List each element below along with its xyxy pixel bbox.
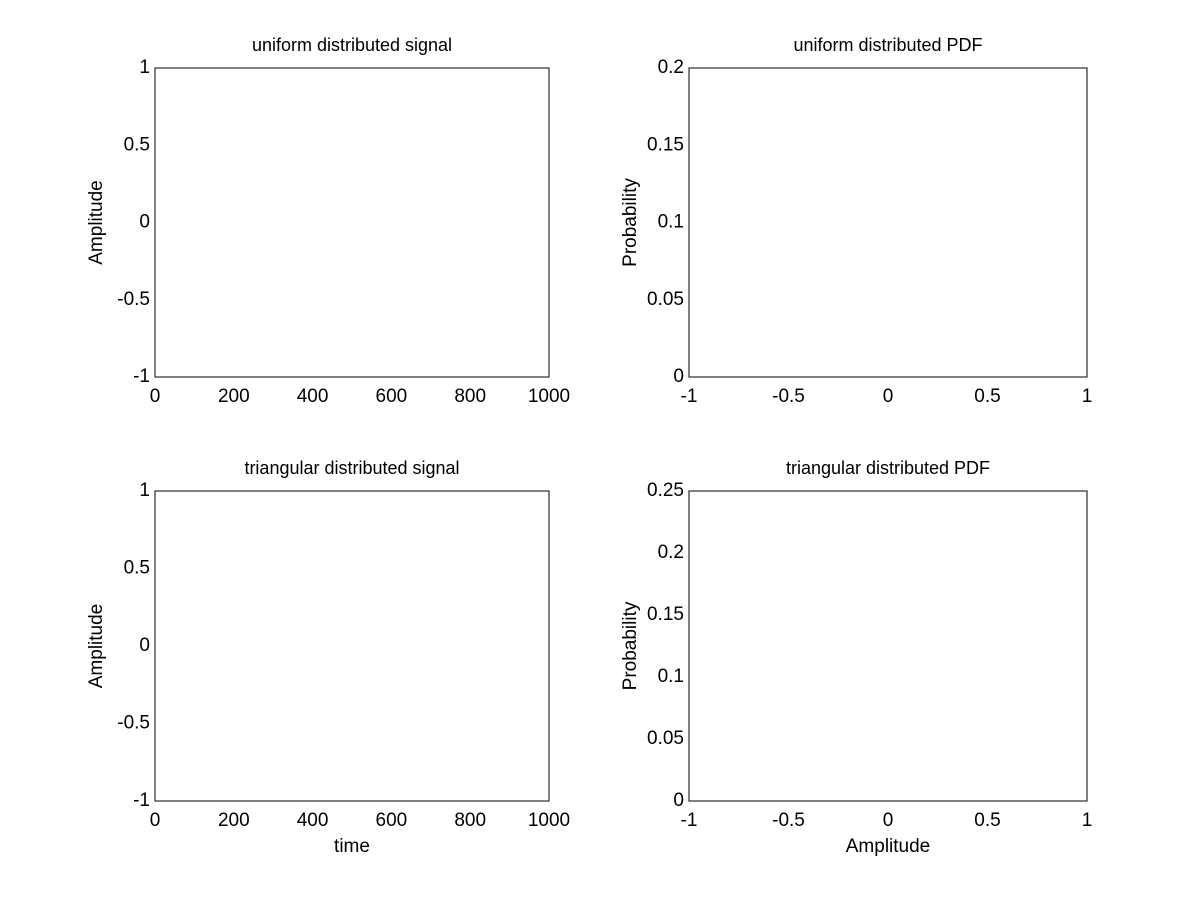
chart-title: uniform distributed PDF xyxy=(793,35,982,55)
x-tick-label: -1 xyxy=(681,386,698,407)
y-tick-label: 0 xyxy=(139,635,150,656)
axes-box xyxy=(688,67,1088,378)
x-tick-label: 200 xyxy=(218,810,250,831)
x-tick-label: 800 xyxy=(454,810,486,831)
x-tick-label: 1 xyxy=(1082,810,1093,831)
x-tick-label: -0.5 xyxy=(772,386,805,407)
chart-title: triangular distributed signal xyxy=(244,458,459,478)
y-tick-label: 1 xyxy=(139,480,150,501)
y-tick-label: 0 xyxy=(673,790,684,811)
x-tick-label: 200 xyxy=(218,386,250,407)
x-tick-label: 0 xyxy=(883,810,894,831)
x-axis-label: Amplitude xyxy=(846,836,931,857)
y-tick-label: -1 xyxy=(133,366,150,387)
x-tick-label: 0.5 xyxy=(974,810,1000,831)
y-tick-label: 0 xyxy=(139,212,150,233)
axes-box xyxy=(154,67,550,378)
y-tick-label: 1 xyxy=(139,57,150,78)
x-tick-label: -1 xyxy=(681,810,698,831)
x-tick-label: -0.5 xyxy=(772,810,805,831)
y-tick-label: 0.1 xyxy=(658,666,684,687)
y-tick-label: 0.05 xyxy=(647,289,684,310)
y-tick-label: 0.2 xyxy=(658,57,684,78)
x-tick-label: 800 xyxy=(454,386,486,407)
x-tick-label: 1000 xyxy=(528,386,570,407)
y-axis-label: Amplitude xyxy=(86,180,107,265)
x-tick-label: 400 xyxy=(297,810,329,831)
y-tick-label: -1 xyxy=(133,790,150,811)
y-axis-label: Probability xyxy=(620,601,641,690)
x-tick-label: 400 xyxy=(297,386,329,407)
y-tick-label: 0.1 xyxy=(658,212,684,233)
x-tick-label: 0 xyxy=(883,386,894,407)
y-tick-label: -0.5 xyxy=(117,713,150,734)
y-tick-label: 0.15 xyxy=(647,134,684,155)
x-tick-label: 0 xyxy=(150,386,161,407)
x-tick-label: 600 xyxy=(376,386,408,407)
x-tick-label: 1000 xyxy=(528,810,570,831)
y-axis-label: Probability xyxy=(620,178,641,267)
y-tick-label: 0.15 xyxy=(647,604,684,625)
y-tick-label: 0.5 xyxy=(124,558,150,579)
y-tick-label: 0.2 xyxy=(658,542,684,563)
y-axis-label: Amplitude xyxy=(86,604,107,689)
x-tick-label: 0.5 xyxy=(974,386,1000,407)
x-axis-label: time xyxy=(334,836,370,857)
chart-title: triangular distributed PDF xyxy=(786,458,990,478)
y-tick-label: 0 xyxy=(673,366,684,387)
axes-box xyxy=(688,490,1088,802)
y-tick-label: 0.05 xyxy=(647,728,684,749)
x-tick-label: 600 xyxy=(376,810,408,831)
y-tick-label: -0.5 xyxy=(117,289,150,310)
x-tick-label: 1 xyxy=(1082,386,1093,407)
chart-title: uniform distributed signal xyxy=(252,35,452,55)
y-tick-label: 0.25 xyxy=(647,480,684,501)
axes-box xyxy=(154,490,550,802)
y-tick-label: 0.5 xyxy=(124,134,150,155)
x-tick-label: 0 xyxy=(150,810,161,831)
